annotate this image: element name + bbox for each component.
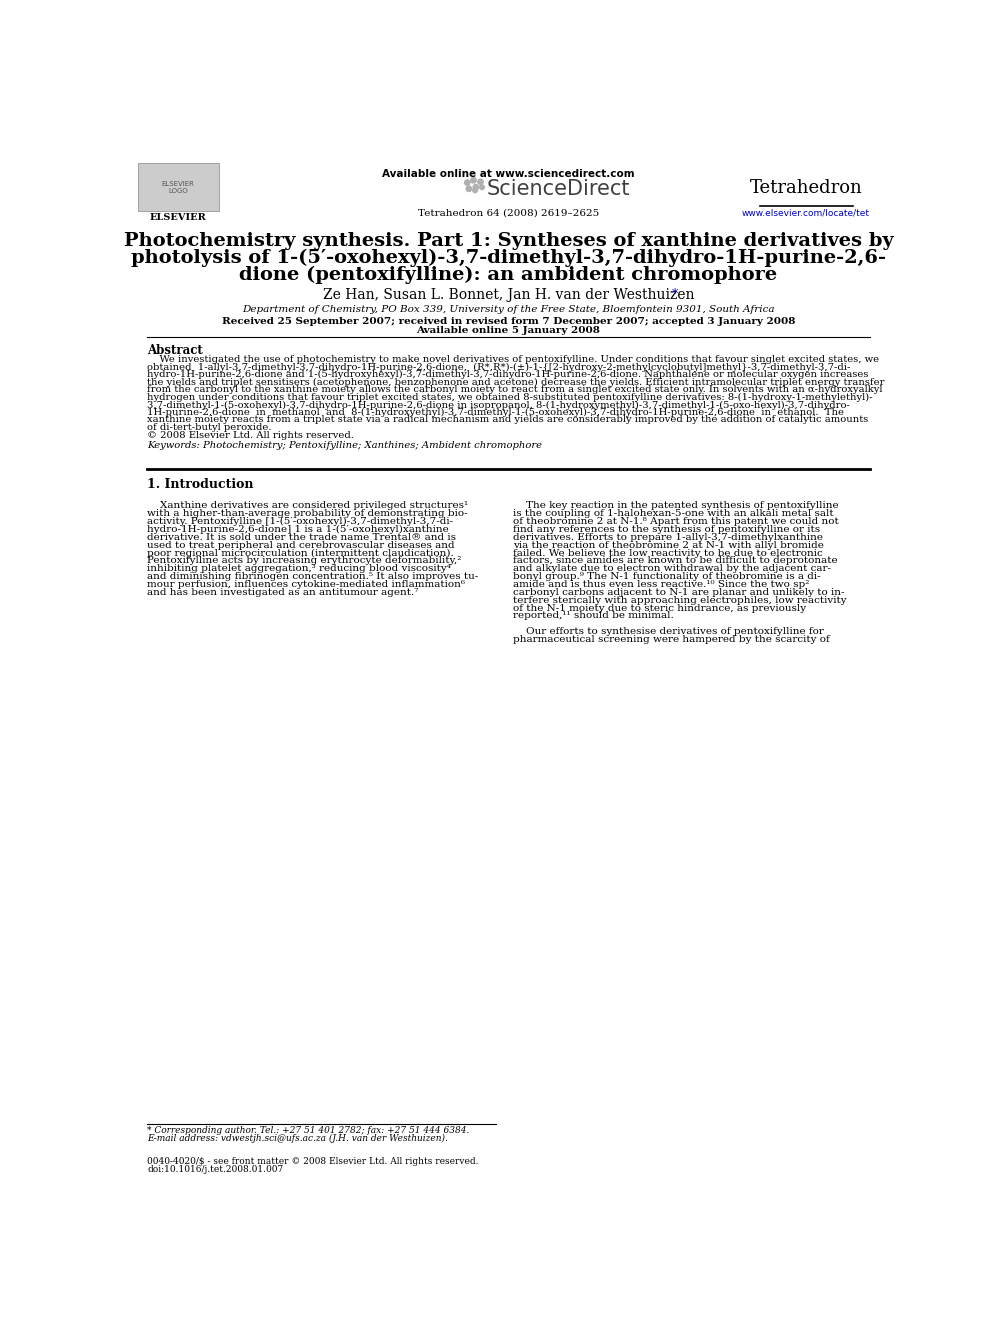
Text: Abstract: Abstract — [147, 344, 203, 357]
Text: carbonyl carbons adjacent to N-1 are planar and unlikely to in-: carbonyl carbons adjacent to N-1 are pla… — [513, 587, 844, 597]
Text: © 2008 Elsevier Ltd. All rights reserved.: © 2008 Elsevier Ltd. All rights reserved… — [147, 430, 354, 439]
Circle shape — [466, 187, 471, 192]
Text: derivative. It is sold under the trade name Trental® and is: derivative. It is sold under the trade n… — [147, 533, 456, 542]
Text: and has been investigated as an antitumour agent.⁷: and has been investigated as an antitumo… — [147, 587, 419, 597]
Text: ScienceDirect: ScienceDirect — [487, 179, 630, 198]
Circle shape — [480, 185, 484, 189]
Text: and diminishing fibrinogen concentration.⁵ It also improves tu-: and diminishing fibrinogen concentration… — [147, 572, 478, 581]
Circle shape — [478, 179, 483, 184]
Text: failed. We believe the low reactivity to be due to electronic: failed. We believe the low reactivity to… — [513, 549, 822, 557]
Text: ELSEVIER: ELSEVIER — [150, 213, 206, 222]
Text: reported,¹¹ should be minimal.: reported,¹¹ should be minimal. — [513, 611, 674, 620]
Text: dione (pentoxifylline): an ambident chromophore: dione (pentoxifylline): an ambident chro… — [239, 266, 778, 284]
Text: xanthine moiety reacts from a triplet state via a radical mechanism and yields a: xanthine moiety reacts from a triplet st… — [147, 415, 869, 425]
Text: 0040-4020/$ - see front matter © 2008 Elsevier Ltd. All rights reserved.: 0040-4020/$ - see front matter © 2008 El… — [147, 1158, 479, 1167]
Text: inhibiting platelet aggregation,³ reducing blood viscosity⁴: inhibiting platelet aggregation,³ reduci… — [147, 564, 451, 573]
Text: Keywords: Photochemistry; Pentoxifylline; Xanthines; Ambident chromophore: Keywords: Photochemistry; Pentoxifylline… — [147, 441, 543, 450]
Text: Tetrahedron: Tetrahedron — [750, 179, 862, 197]
Circle shape — [471, 177, 476, 183]
Text: Available online at www.sciencedirect.com: Available online at www.sciencedirect.co… — [382, 169, 635, 179]
Text: find any references to the synthesis of pentoxifylline or its: find any references to the synthesis of … — [513, 525, 820, 534]
Circle shape — [473, 188, 477, 193]
Text: doi:10.1016/j.tet.2008.01.007: doi:10.1016/j.tet.2008.01.007 — [147, 1166, 284, 1174]
Text: photolysis of 1-(5′-oxohexyl)-3,7-dimethyl-3,7-dihydro-1H-purine-2,6-: photolysis of 1-(5′-oxohexyl)-3,7-dimeth… — [131, 249, 886, 267]
Text: Tetrahedron 64 (2008) 2619–2625: Tetrahedron 64 (2008) 2619–2625 — [418, 209, 599, 218]
Text: derivatives. Efforts to prepare 1-allyl-3,7-dimethylxanthine: derivatives. Efforts to prepare 1-allyl-… — [513, 533, 823, 542]
Text: Xanthine derivatives are considered privileged structures¹: Xanthine derivatives are considered priv… — [147, 501, 468, 511]
Text: of the N-1 moiety due to steric hindrance, as previously: of the N-1 moiety due to steric hindranc… — [513, 603, 806, 613]
Text: via the reaction of theobromine 2 at N-1 with allyl bromide: via the reaction of theobromine 2 at N-1… — [513, 541, 824, 549]
Text: Received 25 September 2007; received in revised form 7 December 2007; accepted 3: Received 25 September 2007; received in … — [222, 318, 795, 327]
Text: ELSEVIER
LOGO: ELSEVIER LOGO — [162, 181, 194, 193]
Circle shape — [464, 180, 470, 185]
Text: bonyl group.⁹ The N-1 functionality of theobromine is a di-: bonyl group.⁹ The N-1 functionality of t… — [513, 572, 820, 581]
Text: pharmaceutical screening were hampered by the scarcity of: pharmaceutical screening were hampered b… — [513, 635, 829, 644]
Text: is the coupling of 1-halohexan-5-one with an alkali metal salt: is the coupling of 1-halohexan-5-one wit… — [513, 509, 833, 519]
Text: of theobromine 2 at N-1.⁸ Apart from this patent we could not: of theobromine 2 at N-1.⁸ Apart from thi… — [513, 517, 839, 527]
Text: *: * — [672, 288, 679, 302]
Text: 3,7-dimethyl-1-(5-oxohexyl)-3,7-dihydro-1H-purine-2,6-dione in isopropanol, 8-(1: 3,7-dimethyl-1-(5-oxohexyl)-3,7-dihydro-… — [147, 401, 850, 410]
Text: activity. Pentoxifylline [1-(5′-oxohexyl)-3,7-dimethyl-3,7-di-: activity. Pentoxifylline [1-(5′-oxohexyl… — [147, 517, 453, 527]
Text: of di-tert-butyl peroxide.: of di-tert-butyl peroxide. — [147, 423, 272, 433]
Text: used to treat peripheral and cerebrovascular diseases and: used to treat peripheral and cerebrovasc… — [147, 541, 455, 549]
Text: terfere sterically with approaching electrophiles, low reactivity: terfere sterically with approaching elec… — [513, 595, 847, 605]
Text: * Corresponding author. Tel.: +27 51 401 2782; fax: +27 51 444 6384.: * Corresponding author. Tel.: +27 51 401… — [147, 1126, 469, 1135]
Text: Department of Chemistry, PO Box 339, University of the Free State, Bloemfontein : Department of Chemistry, PO Box 339, Uni… — [242, 306, 775, 314]
Text: 1. Introduction: 1. Introduction — [147, 479, 254, 491]
Text: Our efforts to synthesise derivatives of pentoxifylline for: Our efforts to synthesise derivatives of… — [513, 627, 824, 636]
Text: We investigated the use of photochemistry to make novel derivatives of pentoxify: We investigated the use of photochemistr… — [147, 355, 879, 364]
Text: amide and is thus even less reactive.¹⁰ Since the two sp²: amide and is thus even less reactive.¹⁰ … — [513, 579, 809, 589]
Text: Available online 5 January 2008: Available online 5 January 2008 — [417, 325, 600, 335]
Text: Ze Han, Susan L. Bonnet, Jan H. van der Westhuizen: Ze Han, Susan L. Bonnet, Jan H. van der … — [322, 288, 694, 302]
FancyBboxPatch shape — [138, 163, 219, 212]
Text: Pentoxifylline acts by increasing erythrocyte deformability,²: Pentoxifylline acts by increasing erythr… — [147, 557, 461, 565]
Text: www.elsevier.com/locate/tet: www.elsevier.com/locate/tet — [742, 209, 870, 218]
Text: obtained  1-allyl-3,7-dimethyl-3,7-dihydro-1H-purine-2,6-dione,  (R*,R*)-(±)-1-{: obtained 1-allyl-3,7-dimethyl-3,7-dihydr… — [147, 363, 850, 372]
Text: Photochemistry synthesis. Part 1: Syntheses of xanthine derivatives by: Photochemistry synthesis. Part 1: Synthe… — [124, 232, 893, 250]
Text: hydro-1H-purine-2,6-dione] 1 is a 1-(5′-oxohexyl)xanthine: hydro-1H-purine-2,6-dione] 1 is a 1-(5′-… — [147, 525, 449, 534]
Text: from the carbonyl to the xanthine moiety allows the carbonyl moiety to react fro: from the carbonyl to the xanthine moiety… — [147, 385, 883, 394]
Text: 1H-purine-2,6-dione  in  methanol  and  8-(1-hydroxyethyl)-3,7-dimethyl-1-(5-oxo: 1H-purine-2,6-dione in methanol and 8-(1… — [147, 407, 844, 417]
Text: poor regional microcirculation (intermittent claudication).: poor regional microcirculation (intermit… — [147, 549, 454, 558]
Text: and alkylate due to electron withdrawal by the adjacent car-: and alkylate due to electron withdrawal … — [513, 564, 831, 573]
Text: E-mail address: vdwestjh.sci@ufs.ac.za (J.H. van der Westhuizen).: E-mail address: vdwestjh.sci@ufs.ac.za (… — [147, 1134, 448, 1143]
Text: the yields and triplet sensitisers (acetophenone, benzophenone and acetone) decr: the yields and triplet sensitisers (acet… — [147, 378, 885, 386]
Circle shape — [473, 184, 478, 191]
Text: factors, since amides are known to be difficult to deprotonate: factors, since amides are known to be di… — [513, 557, 837, 565]
Text: with a higher-than-average probability of demonstrating bio-: with a higher-than-average probability o… — [147, 509, 468, 519]
Text: mour perfusion, influences cytokine-mediated inflammation⁶: mour perfusion, influences cytokine-medi… — [147, 579, 465, 589]
Text: The key reaction in the patented synthesis of pentoxifylline: The key reaction in the patented synthes… — [513, 501, 838, 511]
Text: hydro-1H-purine-2,6-dione and 1-(5-hydroxyhexyl)-3,7-dimethyl-3,7-dihydro-1H-pur: hydro-1H-purine-2,6-dione and 1-(5-hydro… — [147, 370, 869, 380]
Text: hydrogen under conditions that favour triplet excited states, we obtained 8-subs: hydrogen under conditions that favour tr… — [147, 393, 873, 402]
